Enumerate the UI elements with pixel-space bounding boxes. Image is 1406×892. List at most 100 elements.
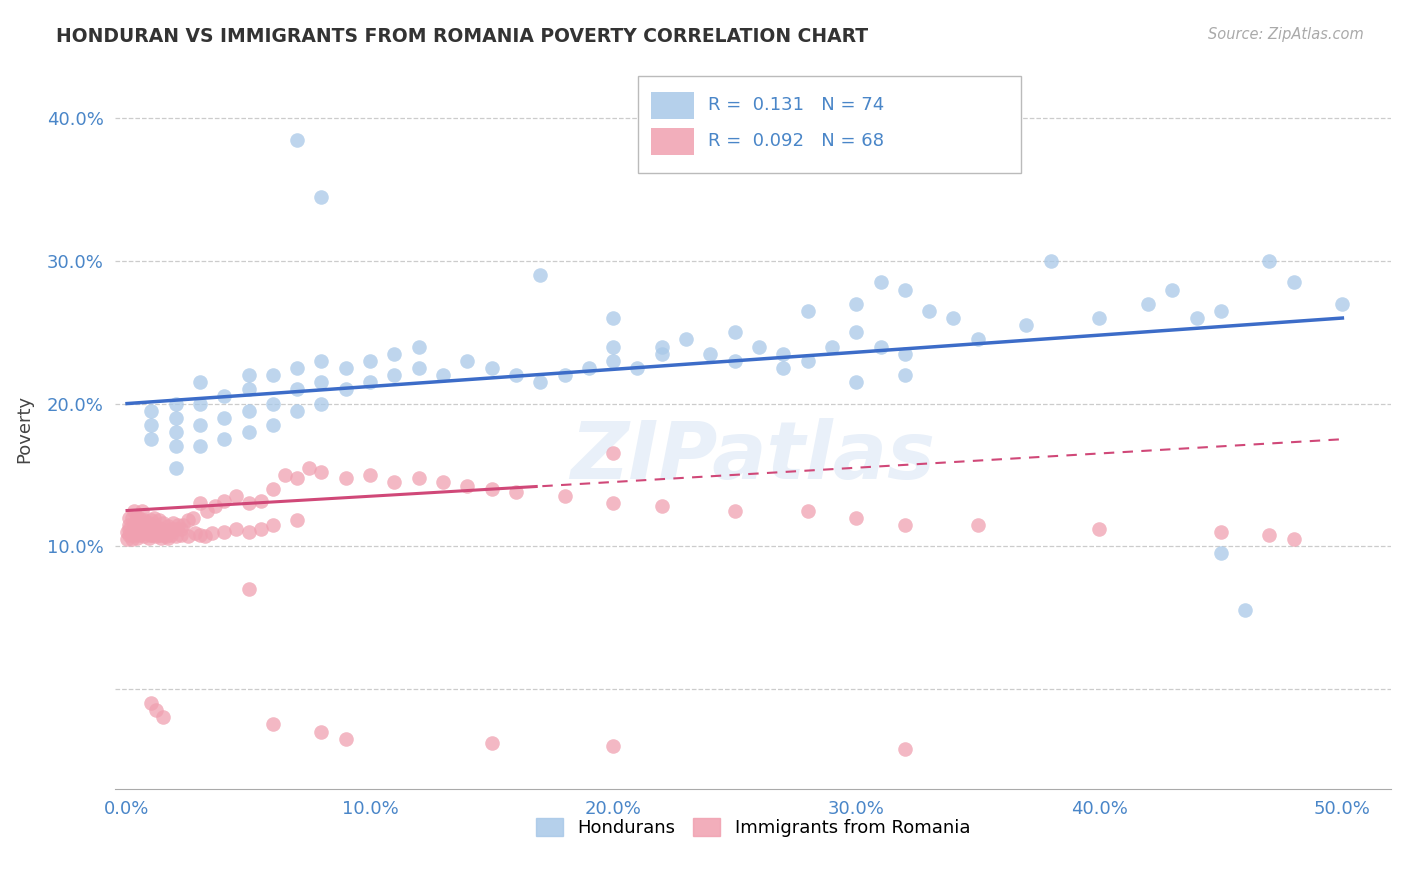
Point (359, 375, 381, 389)
Point (184, 526, 207, 541)
Point (1088, 522, 1111, 536)
Point (159, 522, 181, 536)
Point (1185, 311, 1208, 326)
Point (188, 439, 211, 453)
Point (169, 527, 191, 541)
Point (121, 510, 143, 524)
Point (311, 375, 333, 389)
Point (118, 522, 141, 536)
Point (335, 360, 357, 375)
Point (845, 375, 868, 389)
Point (214, 493, 236, 508)
Point (188, 496, 211, 510)
Point (1209, 524, 1232, 539)
Point (118, 517, 141, 532)
Point (602, 739, 624, 753)
Point (195, 503, 218, 517)
Point (298, 460, 321, 475)
Point (869, 276, 891, 290)
Point (201, 526, 224, 541)
Point (141, 417, 163, 432)
Point (121, 524, 143, 539)
Point (131, 524, 153, 539)
Point (651, 500, 673, 514)
Point (845, 297, 868, 311)
Point (699, 346, 721, 360)
Point (141, 432, 163, 446)
Point (894, 517, 917, 532)
Point (285, 514, 308, 528)
Point (131, 503, 153, 517)
Point (335, 471, 357, 485)
Point (285, 403, 308, 417)
Point (150, 531, 173, 545)
Text: ZIPatlas: ZIPatlas (571, 418, 935, 496)
Bar (651, 92, 695, 119)
Point (384, 368, 406, 382)
Point (1209, 546, 1232, 560)
Point (138, 516, 160, 531)
Point (132, 514, 155, 528)
Point (408, 340, 430, 354)
Point (157, 531, 180, 545)
Point (821, 340, 844, 354)
Point (918, 304, 941, 318)
Point (724, 326, 747, 340)
Point (602, 353, 624, 368)
Point (141, 527, 163, 541)
Point (894, 346, 917, 360)
Point (148, 514, 170, 528)
Point (274, 467, 297, 482)
Point (529, 268, 551, 283)
Point (1015, 318, 1038, 333)
Point (894, 368, 917, 382)
Point (432, 475, 454, 489)
Point (285, 133, 308, 147)
Point (165, 460, 187, 475)
Point (132, 529, 155, 543)
Point (796, 353, 818, 368)
Point (602, 340, 624, 354)
Point (155, 524, 177, 539)
Point (115, 524, 138, 539)
Point (602, 311, 624, 326)
Point (456, 479, 478, 493)
Point (162, 516, 184, 531)
Point (942, 311, 965, 326)
Point (132, 524, 155, 539)
Point (285, 360, 308, 375)
Point (141, 514, 163, 528)
Point (456, 353, 478, 368)
Point (177, 529, 200, 543)
Point (155, 529, 177, 543)
Point (505, 368, 527, 382)
Point (225, 489, 247, 503)
Point (966, 333, 988, 347)
Point (481, 360, 503, 375)
Point (359, 353, 381, 368)
Point (214, 410, 236, 425)
Point (115, 532, 138, 546)
Point (214, 524, 236, 539)
Point (145, 703, 167, 717)
Point (238, 368, 260, 382)
Point (214, 432, 236, 446)
Point (335, 382, 357, 396)
Legend: Hondurans, Immigrants from Romania: Hondurans, Immigrants from Romania (529, 811, 977, 845)
Point (172, 517, 194, 532)
Point (238, 524, 260, 539)
Point (125, 531, 148, 545)
Point (311, 724, 333, 739)
Point (1282, 276, 1305, 290)
Point (238, 496, 260, 510)
Point (724, 353, 747, 368)
Point (135, 526, 157, 541)
Point (141, 527, 163, 541)
Bar (651, 128, 695, 155)
Point (311, 190, 333, 204)
Point (505, 485, 527, 500)
Point (262, 417, 284, 432)
Text: R =  0.131   N = 74: R = 0.131 N = 74 (709, 95, 884, 113)
Point (578, 360, 600, 375)
Text: R =  0.092   N = 68: R = 0.092 N = 68 (709, 131, 884, 150)
